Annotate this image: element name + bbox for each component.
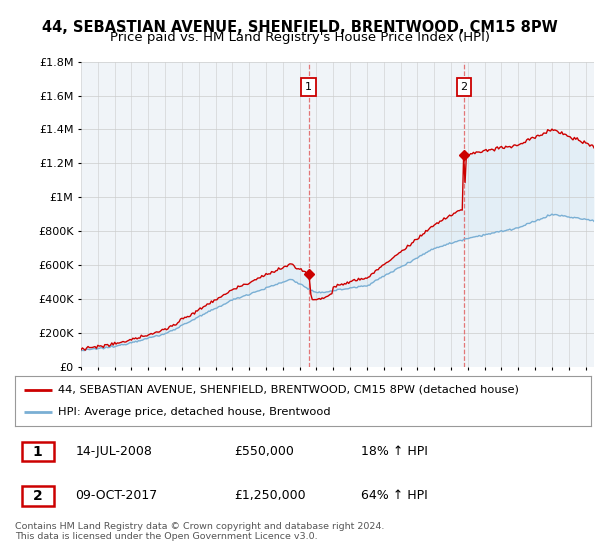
Text: £1,250,000: £1,250,000 [234,489,305,502]
Text: 2: 2 [33,489,43,503]
Text: 1: 1 [305,82,312,92]
Text: 14-JUL-2008: 14-JUL-2008 [76,445,152,458]
Text: 44, SEBASTIAN AVENUE, SHENFIELD, BRENTWOOD, CM15 8PW (detached house): 44, SEBASTIAN AVENUE, SHENFIELD, BRENTWO… [58,385,519,395]
FancyBboxPatch shape [22,442,53,461]
Text: HPI: Average price, detached house, Brentwood: HPI: Average price, detached house, Bren… [58,407,331,417]
Text: 2: 2 [460,82,467,92]
FancyBboxPatch shape [22,486,53,506]
Text: 18% ↑ HPI: 18% ↑ HPI [361,445,427,458]
Text: £550,000: £550,000 [234,445,294,458]
Text: 1: 1 [33,445,43,459]
Text: 44, SEBASTIAN AVENUE, SHENFIELD, BRENTWOOD, CM15 8PW: 44, SEBASTIAN AVENUE, SHENFIELD, BRENTWO… [42,20,558,35]
Text: Contains HM Land Registry data © Crown copyright and database right 2024.
This d: Contains HM Land Registry data © Crown c… [15,522,385,542]
Text: 64% ↑ HPI: 64% ↑ HPI [361,489,427,502]
Text: Price paid vs. HM Land Registry's House Price Index (HPI): Price paid vs. HM Land Registry's House … [110,31,490,44]
Text: 09-OCT-2017: 09-OCT-2017 [76,489,158,502]
